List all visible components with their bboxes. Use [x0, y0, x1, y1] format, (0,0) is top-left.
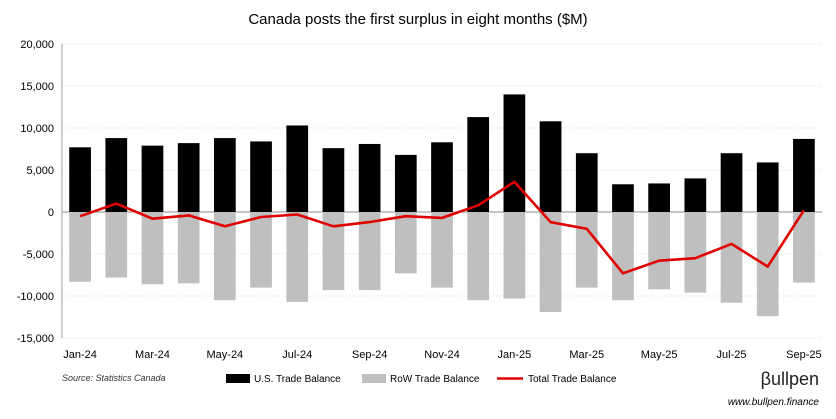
row-bar	[648, 212, 670, 290]
row-bar	[539, 212, 562, 312]
row-bar	[684, 212, 707, 293]
us-bar	[69, 147, 91, 212]
row-bar	[467, 212, 490, 301]
bars	[69, 94, 815, 317]
us-bar	[286, 125, 309, 212]
x-tick-label: May-25	[641, 349, 678, 361]
brand-logo: βullpen	[761, 369, 819, 389]
x-axis-ticks: Jan-24 Mar-24 May-24 Jul-24 Sep-24 Nov-24 Jan-…	[63, 349, 821, 361]
x-tick-label: Mar-24	[135, 349, 170, 361]
row-bar	[575, 212, 598, 288]
row-bar	[431, 212, 453, 288]
us-bar	[575, 153, 598, 212]
row-bar	[394, 212, 417, 274]
x-tick-label: Jul-24	[282, 349, 312, 361]
row-bar	[503, 212, 526, 299]
x-tick-label: Jul-25	[717, 349, 747, 361]
x-tick-label: Sep-24	[352, 349, 387, 361]
x-tick-label: Jan-24	[63, 349, 97, 361]
y-tick-label: -5,000	[23, 249, 54, 261]
row-bar	[177, 212, 200, 284]
us-bar	[648, 183, 670, 212]
legend-swatch-row	[362, 374, 386, 383]
y-tick-label: 20,000	[20, 39, 54, 51]
us-bar	[250, 141, 272, 212]
x-tick-label: Mar-25	[569, 349, 604, 361]
us-bar	[539, 121, 562, 212]
legend-label-row: RoW Trade Balance	[390, 374, 480, 385]
total-trade-line	[79, 180, 805, 275]
us-bar	[793, 138, 815, 212]
legend-label-total: Total Trade Balance	[528, 374, 617, 385]
legend: U.S. Trade Balance RoW Trade Balance Tot…	[226, 374, 617, 385]
y-tick-label: 15,000	[20, 81, 54, 93]
row-bar	[322, 212, 345, 291]
row-bar	[69, 212, 91, 282]
y-tick-label: -10,000	[17, 291, 54, 303]
row-bar	[250, 212, 272, 288]
us-bar	[358, 143, 381, 212]
x-tick-label: Nov-24	[424, 349, 459, 361]
legend-swatch-us	[226, 374, 250, 383]
x-tick-label: Sep-25	[786, 349, 821, 361]
source-note: Source: Statistics Canada	[62, 373, 166, 383]
us-bar	[141, 145, 164, 212]
y-tick-label: 0	[48, 207, 54, 219]
row-bar	[756, 212, 779, 317]
us-bar	[720, 153, 743, 212]
us-bar	[684, 178, 707, 212]
y-tick-label: -15,000	[17, 333, 54, 345]
row-bar	[793, 212, 815, 283]
y-tick-label: 10,000	[20, 123, 54, 135]
row-bar	[720, 212, 743, 303]
us-bar	[612, 184, 634, 212]
y-axis-ticks: 20,000 15,000 10,000 5,000 0 -5,000 -10,000 -15…	[17, 39, 54, 345]
row-bar	[286, 212, 309, 302]
row-bar	[105, 212, 128, 278]
us-bar	[431, 142, 453, 212]
us-bar	[105, 138, 128, 212]
us-bar	[214, 138, 236, 212]
us-bar	[394, 154, 417, 212]
chart-title: Canada posts the first surplus in eight …	[248, 11, 587, 28]
us-bar	[177, 143, 200, 212]
legend-label-us: U.S. Trade Balance	[254, 374, 341, 385]
x-tick-label: Jan-25	[498, 349, 532, 361]
row-bar	[612, 212, 634, 301]
us-bar	[756, 162, 779, 212]
x-tick-label: May-24	[207, 349, 244, 361]
us-bar	[467, 117, 490, 212]
row-bar	[141, 212, 164, 285]
row-bar	[214, 212, 236, 301]
us-bar	[503, 94, 526, 212]
total-line-group	[79, 180, 805, 275]
brand-url: www.bullpen.finance	[728, 397, 820, 408]
us-bar	[322, 148, 345, 212]
y-tick-label: 5,000	[26, 165, 54, 177]
row-bar	[358, 212, 381, 291]
